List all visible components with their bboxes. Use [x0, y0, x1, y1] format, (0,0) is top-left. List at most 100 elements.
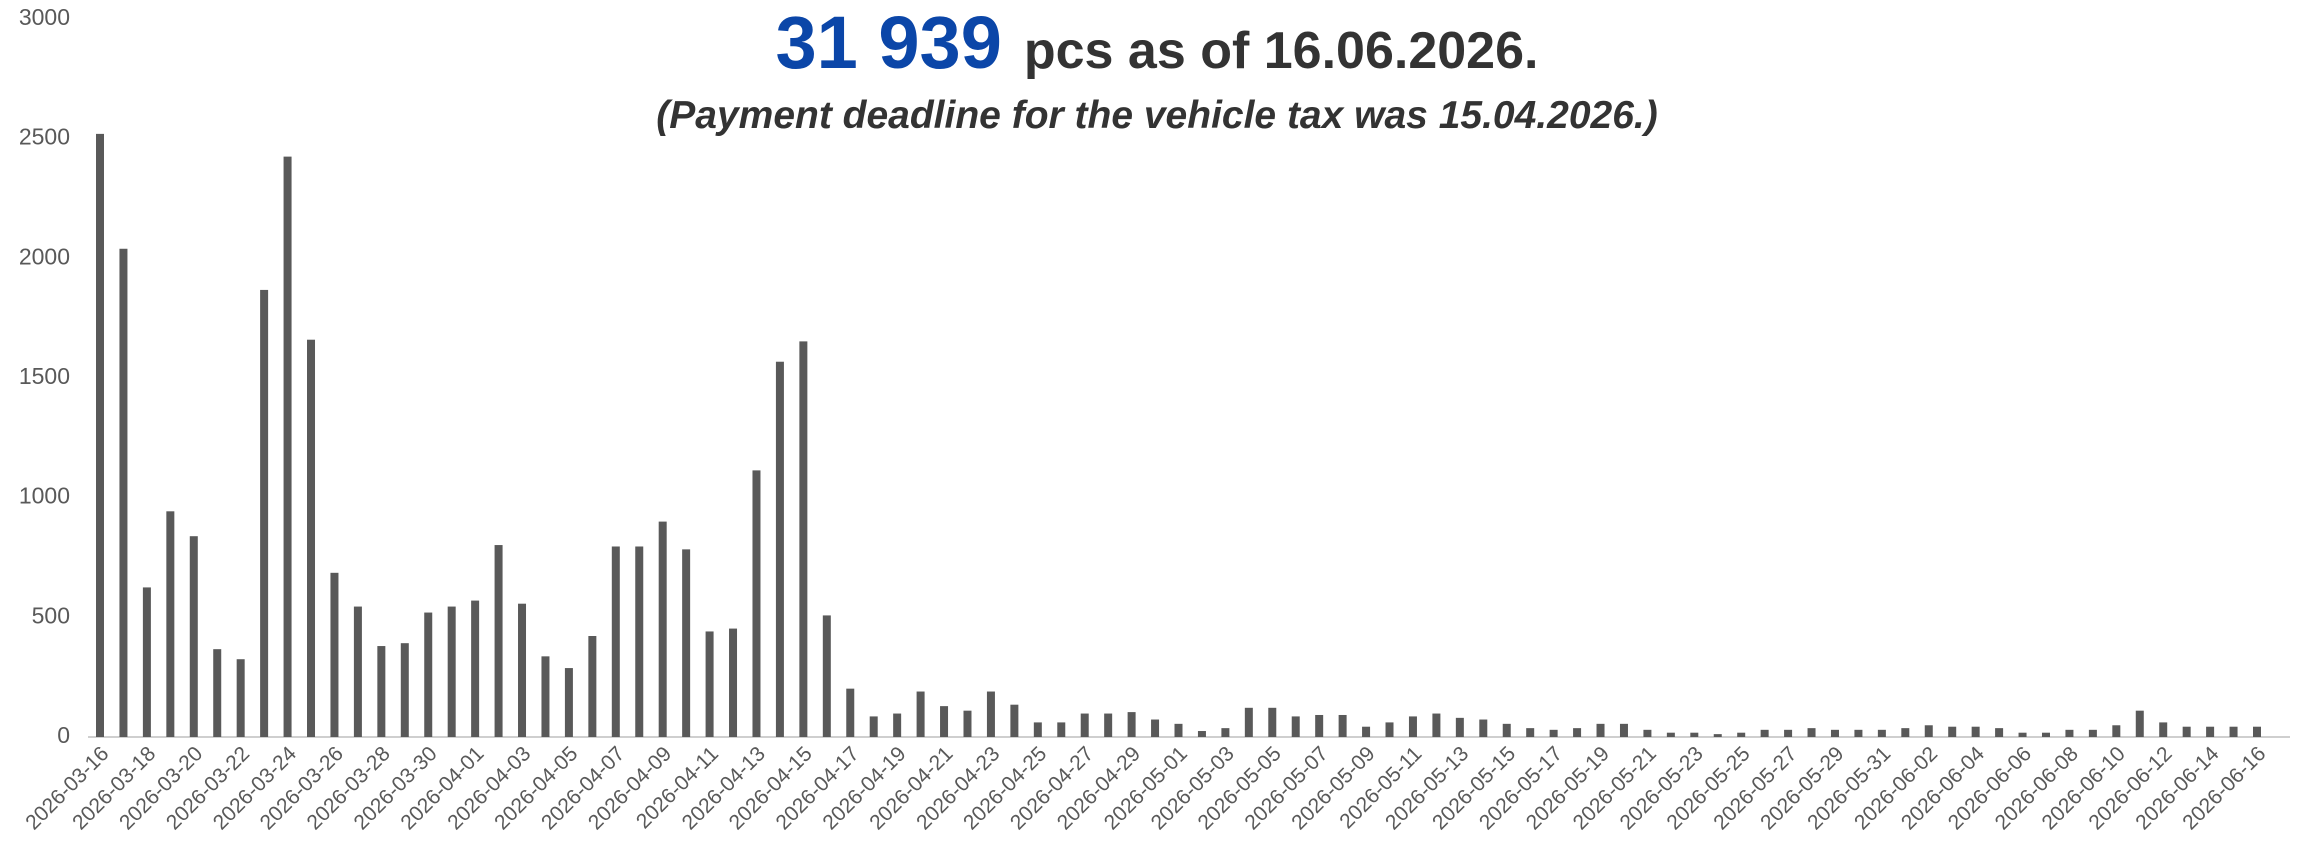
bar: [1151, 719, 1160, 737]
bar: [1502, 723, 1511, 737]
bar: [1737, 732, 1746, 737]
y-tick-label: 0: [57, 722, 70, 748]
bar: [2065, 729, 2074, 737]
bar: [1854, 729, 1863, 737]
bar: [1690, 732, 1699, 737]
bar: [1713, 734, 1722, 737]
bar: [729, 628, 738, 737]
bar: [1010, 704, 1019, 737]
bar: [1901, 728, 1910, 737]
bar: [541, 656, 550, 737]
bar: [400, 643, 409, 737]
bar: [283, 156, 292, 737]
bar: [893, 713, 902, 737]
bar: [775, 361, 784, 737]
chart-subtitle: (Payment deadline for the vehicle tax wa…: [656, 94, 1657, 137]
bar: [869, 716, 878, 737]
bar: [1385, 722, 1394, 737]
y-tick-label: 2500: [19, 124, 70, 150]
title-count: 31 939: [776, 1, 1002, 84]
bar: [1033, 722, 1042, 737]
bar: [1104, 713, 1113, 737]
bar: [2253, 726, 2261, 737]
bar: [518, 603, 527, 737]
bar: [564, 668, 573, 737]
bar: [2159, 722, 2168, 737]
bar: [1291, 716, 1300, 737]
bar: [1760, 729, 1769, 737]
bar: [471, 600, 480, 737]
bar: [1057, 722, 1066, 737]
bar: [1479, 719, 1488, 737]
bar: [2018, 732, 2027, 737]
bar: [494, 545, 503, 737]
bar: [96, 133, 104, 737]
bar: [1221, 728, 1230, 737]
y-tick-label: 500: [32, 602, 70, 628]
bar: [1573, 728, 1582, 737]
bar: [1197, 731, 1206, 737]
bar: [189, 536, 198, 737]
y-tick-label: 1500: [19, 363, 70, 389]
bar: [377, 646, 386, 737]
bar: [1807, 728, 1816, 737]
bar: [2135, 710, 2144, 737]
bar: [822, 615, 831, 737]
bar: [1596, 723, 1605, 737]
bar: [1432, 713, 1441, 737]
bar: [799, 341, 808, 737]
bar: [142, 587, 151, 737]
bar: [2229, 726, 2238, 737]
bar: [260, 289, 269, 737]
bar: [424, 612, 433, 737]
bar: [1268, 707, 1277, 737]
bar: [213, 649, 222, 737]
bar: [1455, 717, 1464, 737]
bar: [916, 691, 925, 737]
bar: [1948, 726, 1957, 737]
bar: [353, 606, 362, 737]
bar: [2182, 726, 2191, 737]
bar: [1362, 726, 1371, 737]
bar: [1995, 728, 2004, 737]
bar: [1784, 729, 1793, 737]
y-tick-label: 3000: [19, 4, 70, 30]
bar: [963, 710, 972, 737]
bar: [705, 631, 714, 737]
bar: [1549, 729, 1558, 737]
bar: [635, 546, 644, 737]
bar: [119, 248, 128, 737]
bar: [846, 688, 855, 737]
chart-title-line: 31 939 pcs as of 16.06.2026.: [776, 1, 1539, 84]
bar: [1315, 714, 1324, 737]
bar: [1619, 723, 1628, 737]
bar: [1244, 707, 1253, 737]
bar: [611, 546, 620, 737]
bar: [658, 521, 667, 737]
bar: [307, 339, 316, 737]
bar: [682, 549, 691, 737]
bar: [1666, 732, 1675, 737]
bar: [1526, 728, 1535, 737]
chart-title: pcs as of 16.06.2026.: [1024, 22, 1539, 80]
bar: [2088, 729, 2097, 737]
bar: [940, 706, 949, 737]
bar: [1080, 713, 1089, 737]
bar: [1877, 729, 1886, 737]
bar: [2112, 725, 2121, 737]
y-tick-label: 2000: [19, 243, 70, 269]
bar: [1830, 729, 1839, 737]
bar: [986, 691, 995, 737]
bar: [2041, 732, 2050, 737]
bar: [166, 511, 175, 737]
bar: [1127, 712, 1136, 737]
bar: [1924, 725, 1933, 737]
bar: [588, 636, 597, 737]
bar: [752, 470, 761, 737]
bar: [2206, 726, 2215, 737]
bar: [1643, 729, 1652, 737]
bar: [330, 572, 339, 737]
bar: [1971, 726, 1980, 737]
bar: [447, 606, 456, 737]
